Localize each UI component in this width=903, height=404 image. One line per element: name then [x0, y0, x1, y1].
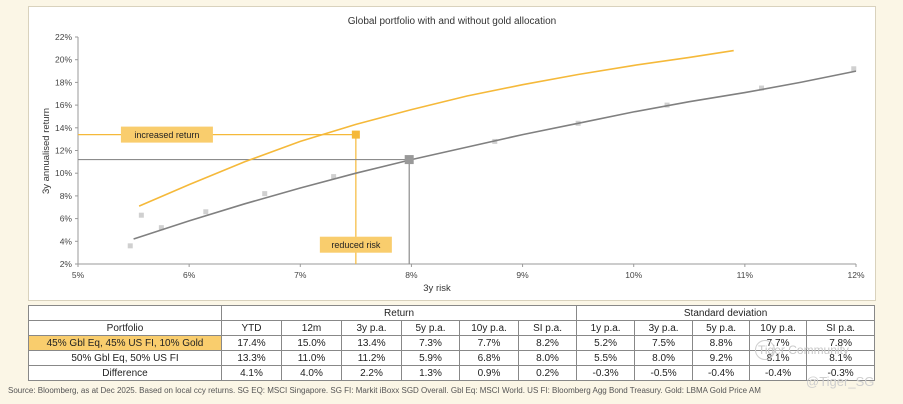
y-axis-label: 3y annualised return — [41, 108, 52, 194]
series-line — [133, 70, 857, 240]
table-cell: 5.2% — [576, 335, 636, 351]
scatter-point — [127, 243, 133, 249]
y-tick-label: 20% — [55, 55, 72, 65]
table-group-header-row: Return Standard deviation — [28, 305, 876, 321]
table-cell: 13.4% — [341, 335, 402, 351]
table-cell: 8.2% — [517, 335, 578, 351]
y-tick-label: 6% — [60, 214, 73, 224]
y-tick-label: 22% — [55, 32, 72, 42]
scatter-point — [158, 225, 164, 231]
x-tick-label: 11% — [737, 270, 754, 280]
table-row: Difference 4.1% 4.0% 2.2% 1.3% 0.9% 0.2% -0.3% -… — [28, 365, 876, 381]
table-cell: 8.8% — [692, 335, 751, 351]
scatter-point — [331, 174, 337, 180]
plot-area: 5% 6% 7% 8% 9% 10% 11% 12% 2% 4% 6% 8% 10% 12% 14% 16% 1… — [55, 32, 865, 280]
x-tick-label: 6% — [183, 270, 196, 280]
table-column-header-row: Portfolio YTD 12m 3y p.a. 5y p.a. 10y p.a. SI … — [28, 320, 876, 336]
return-group-header: Return — [220, 305, 578, 321]
x-tick-label: 7% — [294, 270, 307, 280]
y-tick-label: 18% — [55, 77, 72, 87]
annotation-box — [120, 126, 213, 143]
scatter-point — [138, 212, 144, 218]
table-cell: 7.7% — [459, 335, 519, 351]
table-cell: 8.0% — [634, 350, 694, 366]
annotation-box — [319, 236, 392, 253]
column-header: 5y p.a. — [401, 320, 460, 336]
table-cell: 13.3% — [221, 350, 282, 366]
table-cell: 0.9% — [459, 365, 519, 381]
column-header: 1y p.a. — [576, 320, 636, 336]
chart-title: Global portfolio with and without gold a… — [348, 16, 556, 27]
highlight-point — [351, 130, 360, 139]
table-cell: 0.2% — [517, 365, 578, 381]
column-header: 5y p.a. — [692, 320, 751, 336]
column-header: 3y p.a. — [341, 320, 402, 336]
column-header: YTD — [221, 320, 282, 336]
column-header: 3y p.a. — [634, 320, 694, 336]
watermark-logo-icon — [755, 340, 775, 360]
y-tick-label: 12% — [55, 146, 72, 156]
scatter-point — [759, 85, 765, 91]
table-corner-cell — [28, 305, 222, 321]
table-cell: 9.2% — [692, 350, 751, 366]
column-header: 10y p.a. — [459, 320, 519, 336]
annotation-label: increased return — [134, 130, 199, 140]
table-cell: 8.0% — [517, 350, 578, 366]
column-header: SI p.a. — [517, 320, 578, 336]
table-cell: 1.3% — [401, 365, 460, 381]
highlight-point — [404, 155, 414, 165]
y-tick-label: 14% — [55, 123, 72, 133]
series-line — [138, 49, 734, 207]
table-cell: 11.2% — [341, 350, 402, 366]
x-tick-label: 9% — [516, 270, 529, 280]
scatter-point — [851, 66, 857, 72]
y-tick-label: 16% — [55, 100, 72, 110]
table-cell: -0.4% — [692, 365, 751, 381]
x-tick-label: 12% — [847, 270, 864, 280]
scatter-point — [203, 209, 209, 215]
table-cell: 5.9% — [401, 350, 460, 366]
row-label: 45% Gbl Eq, 45% US FI, 10% Gold — [28, 335, 222, 351]
chart-svg: Global portfolio with and without gold a… — [41, 16, 865, 294]
table-body: 45% Gbl Eq, 45% US FI, 10% Gold 17.4% 15.0… — [28, 335, 876, 381]
table-cell: -0.3% — [806, 365, 876, 381]
table-cell: 4.1% — [221, 365, 282, 381]
source-note: Source: Bloomberg, as at Dec 2025. Based… — [8, 386, 761, 395]
table-cell: 5.5% — [576, 350, 636, 366]
table-cell: -0.4% — [749, 365, 808, 381]
x-tick-label: 8% — [405, 270, 418, 280]
table-cell: -0.5% — [634, 365, 694, 381]
column-header: Portfolio — [28, 320, 222, 336]
y-tick-label: 4% — [60, 236, 73, 246]
y-tick-label: 2% — [60, 259, 73, 269]
watermark-community: Tiger Community — [758, 343, 849, 357]
column-header: SI p.a. — [806, 320, 876, 336]
scatter-point — [262, 191, 268, 197]
annotation-label: reduced risk — [331, 240, 381, 250]
table-cell: 4.0% — [281, 365, 342, 381]
chart-panel: Global portfolio with and without gold a… — [28, 6, 876, 301]
performance-table: Return Standard deviation Portfolio YTD 12… — [28, 305, 876, 381]
table-cell: 2.2% — [341, 365, 402, 381]
row-label: Difference — [28, 365, 222, 381]
table-cell: 11.0% — [281, 350, 342, 366]
table-cell: 7.5% — [634, 335, 694, 351]
x-axis-label: 3y risk — [423, 283, 451, 294]
table-cell: 6.8% — [459, 350, 519, 366]
table-cell: 15.0% — [281, 335, 342, 351]
table-row: 50% Gbl Eq, 50% US FI 13.3% 11.0% 11.2% 5.9%… — [28, 350, 876, 366]
table-cell: 7.3% — [401, 335, 460, 351]
y-tick-label: 10% — [55, 168, 72, 178]
x-tick-label: 10% — [625, 270, 642, 280]
y-tick-label: 8% — [60, 191, 73, 201]
row-label: 50% Gbl Eq, 50% US FI — [28, 350, 222, 366]
table-cell: -0.3% — [576, 365, 636, 381]
watermark-handle: @Tiger_SG — [806, 374, 875, 389]
column-header: 12m — [281, 320, 342, 336]
std-group-header: Standard deviation — [576, 305, 876, 321]
table-row: 45% Gbl Eq, 45% US FI, 10% Gold 17.4% 15.0… — [28, 335, 876, 351]
table-cell: 17.4% — [221, 335, 282, 351]
column-header: 10y p.a. — [749, 320, 808, 336]
x-tick-label: 5% — [72, 270, 85, 280]
